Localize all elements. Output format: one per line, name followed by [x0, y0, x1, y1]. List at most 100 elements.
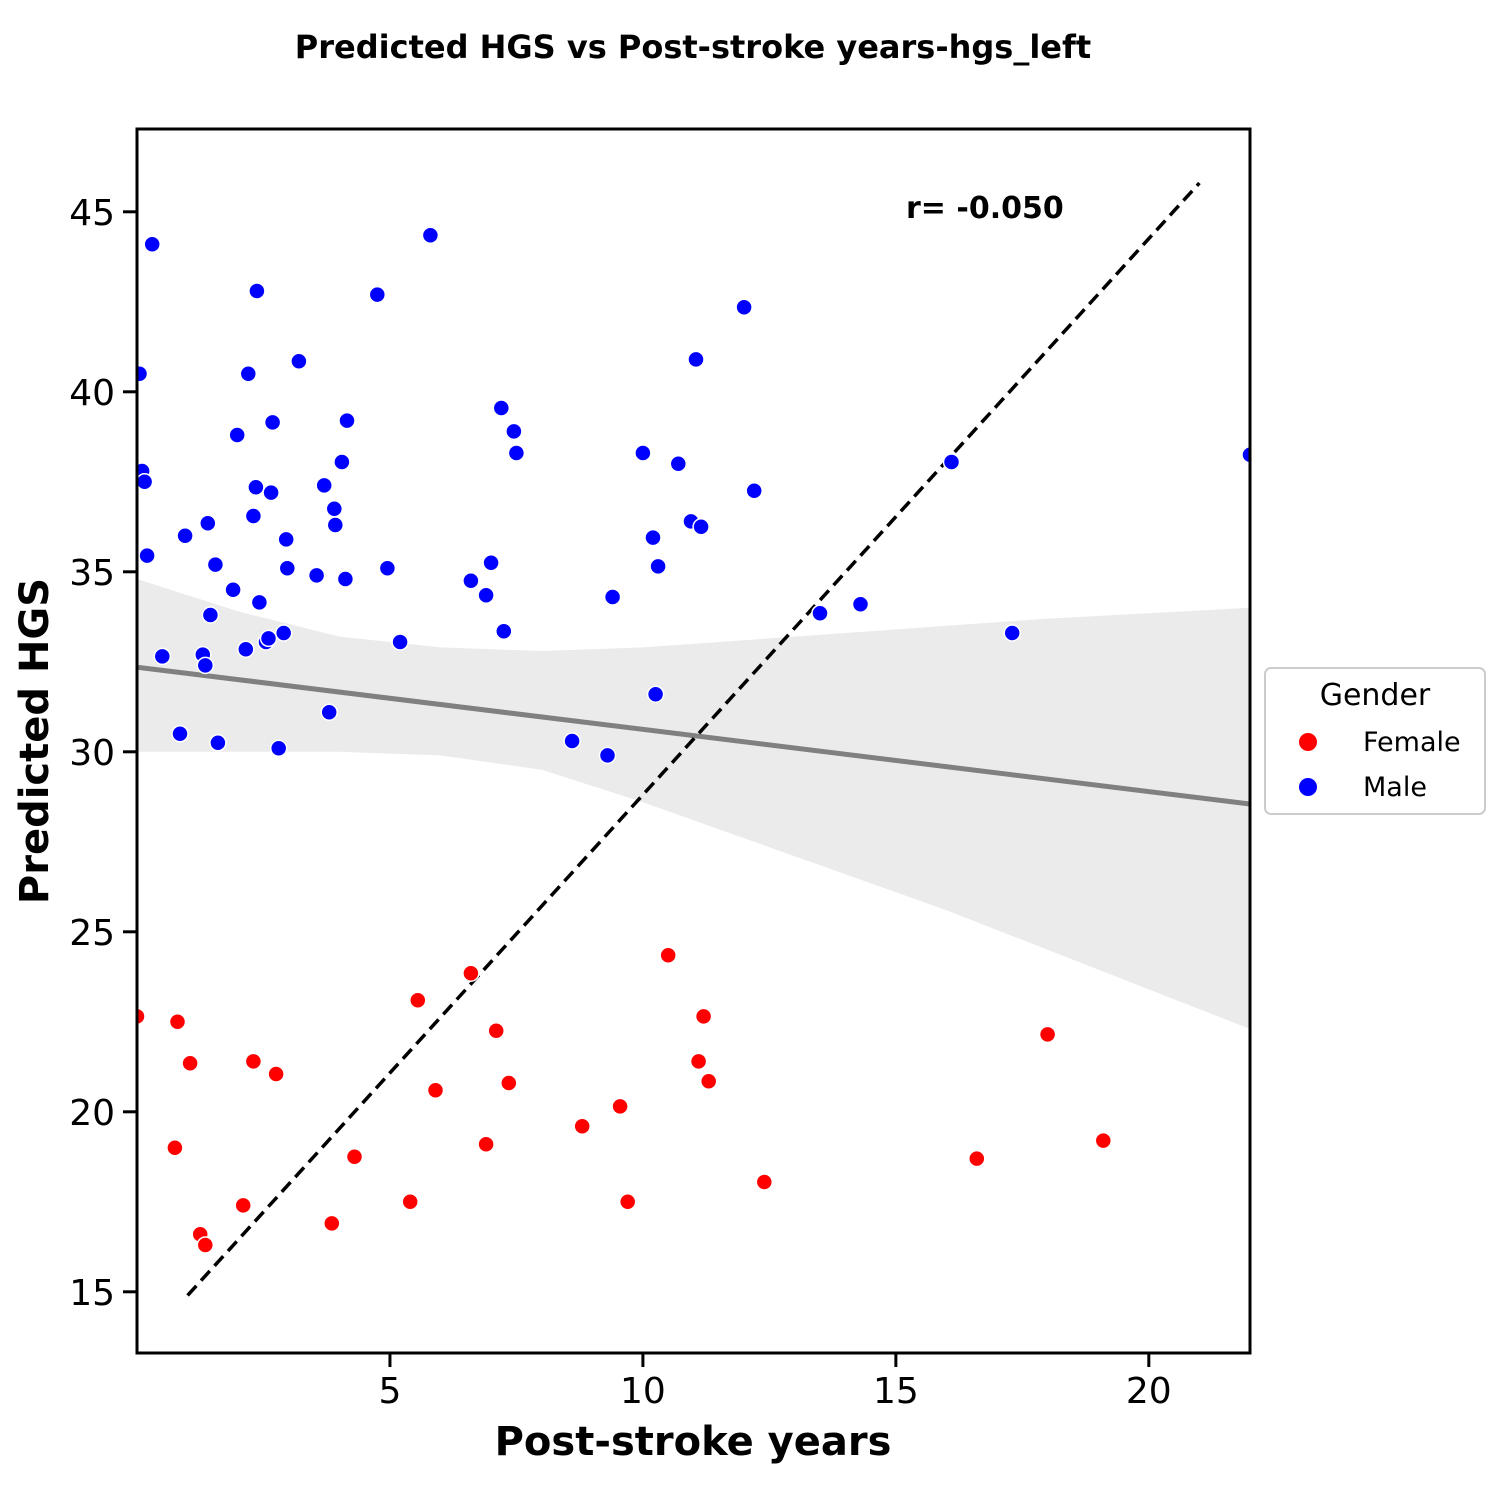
confidence-band — [137, 579, 1250, 1029]
data-point-male — [315, 476, 333, 495]
legend-box — [1264, 667, 1486, 815]
data-point-male — [735, 298, 753, 316]
series-male — [137, 226, 1250, 765]
data-point-male — [262, 483, 280, 502]
data-point-male — [1241, 446, 1250, 464]
data-point-female — [234, 1196, 252, 1215]
data-point-male — [811, 604, 829, 622]
data-point-male — [171, 725, 189, 743]
data-point-female — [244, 1052, 263, 1071]
data-point-male — [244, 507, 263, 525]
data-point-female — [611, 1097, 629, 1116]
x-tick-label: 20 — [1126, 1371, 1172, 1412]
data-point-male — [307, 566, 326, 585]
data-point-male — [137, 473, 154, 491]
y-tick-label: 30 — [69, 733, 115, 774]
y-axis-label: Predicted HGS — [12, 578, 58, 904]
data-point-female — [323, 1214, 341, 1233]
data-point-male — [199, 514, 217, 532]
data-point-female — [477, 1135, 495, 1153]
data-point-male — [477, 586, 495, 604]
data-point-male — [1003, 624, 1021, 642]
data-point-male — [263, 413, 282, 432]
data-point-male — [228, 426, 246, 444]
series-female — [137, 946, 1113, 1254]
data-point-female — [659, 946, 677, 964]
legend-label-female: Female — [1363, 727, 1461, 758]
data-point-male — [138, 546, 156, 565]
data-point-male — [692, 518, 710, 536]
data-point-female — [267, 1065, 285, 1083]
data-point-male — [603, 588, 622, 606]
data-point-female — [694, 1007, 713, 1026]
data-point-male — [259, 629, 278, 648]
data-point-female — [137, 1007, 146, 1026]
data-point-female — [196, 1236, 215, 1254]
data-point-male — [646, 685, 665, 703]
data-point-female — [1038, 1025, 1057, 1044]
data-point-female — [573, 1117, 591, 1135]
data-point-male — [278, 559, 297, 577]
legend-label-male: Male — [1363, 772, 1427, 803]
y-tick-label: 45 — [69, 193, 115, 234]
data-point-male — [333, 453, 351, 471]
data-point-male — [206, 555, 225, 574]
data-point-male — [250, 593, 269, 612]
legend: Gender Female Male — [1264, 667, 1486, 815]
data-point-male — [137, 365, 149, 383]
data-point-male — [391, 633, 409, 651]
y-tick-label: 20 — [69, 1093, 115, 1134]
data-point-male — [507, 444, 526, 462]
data-point-female — [409, 991, 427, 1009]
data-point-female — [699, 1072, 718, 1090]
data-point-male — [598, 746, 617, 765]
x-axis-ticks: 5 10 15 20 — [379, 1353, 1172, 1412]
data-point-female — [500, 1074, 518, 1092]
data-point-male — [368, 285, 387, 304]
data-point-female — [426, 1081, 445, 1099]
data-point-male — [421, 226, 440, 244]
data-point-female — [345, 1148, 364, 1166]
data-point-male — [745, 482, 763, 500]
data-point-male — [143, 235, 161, 253]
data-point-male — [378, 559, 397, 577]
x-axis-label: Post-stroke years — [495, 1419, 892, 1465]
data-point-female — [181, 1054, 199, 1072]
data-point-male — [326, 516, 345, 534]
data-point-female — [968, 1149, 986, 1168]
data-point-male — [669, 455, 688, 473]
data-point-male — [201, 606, 220, 624]
data-point-female — [168, 1013, 187, 1031]
data-point-female — [401, 1193, 419, 1211]
plot-frame — [135, 127, 1252, 1355]
y-tick-label: 25 — [69, 913, 115, 954]
plot-area — [137, 181, 1250, 1297]
data-point-female — [618, 1193, 637, 1211]
x-tick-label: 15 — [873, 1371, 919, 1412]
data-point-male — [320, 703, 338, 721]
data-point-male — [563, 732, 581, 750]
data-point-male — [649, 557, 667, 576]
data-point-male — [176, 527, 194, 545]
data-point-male — [153, 647, 172, 666]
data-point-male — [338, 411, 356, 430]
data-point-male — [269, 739, 288, 757]
data-point-male — [634, 444, 652, 462]
plot-content — [137, 181, 1250, 1297]
data-point-female — [755, 1173, 774, 1191]
y-axis-ticks: 15 20 25 30 35 40 45 — [69, 193, 137, 1314]
data-point-male — [290, 352, 308, 370]
data-point-male — [248, 282, 266, 300]
data-point-male — [505, 422, 523, 441]
y-tick-label: 40 — [69, 373, 115, 414]
data-point-male — [247, 478, 265, 496]
data-point-female — [689, 1052, 708, 1071]
regression-line — [137, 664, 1250, 807]
y-tick-label: 15 — [69, 1273, 115, 1314]
data-point-male — [462, 572, 480, 590]
data-point-male — [495, 622, 513, 640]
data-point-male — [482, 554, 500, 572]
data-point-male — [274, 624, 293, 642]
legend-marker-male — [1299, 778, 1317, 796]
